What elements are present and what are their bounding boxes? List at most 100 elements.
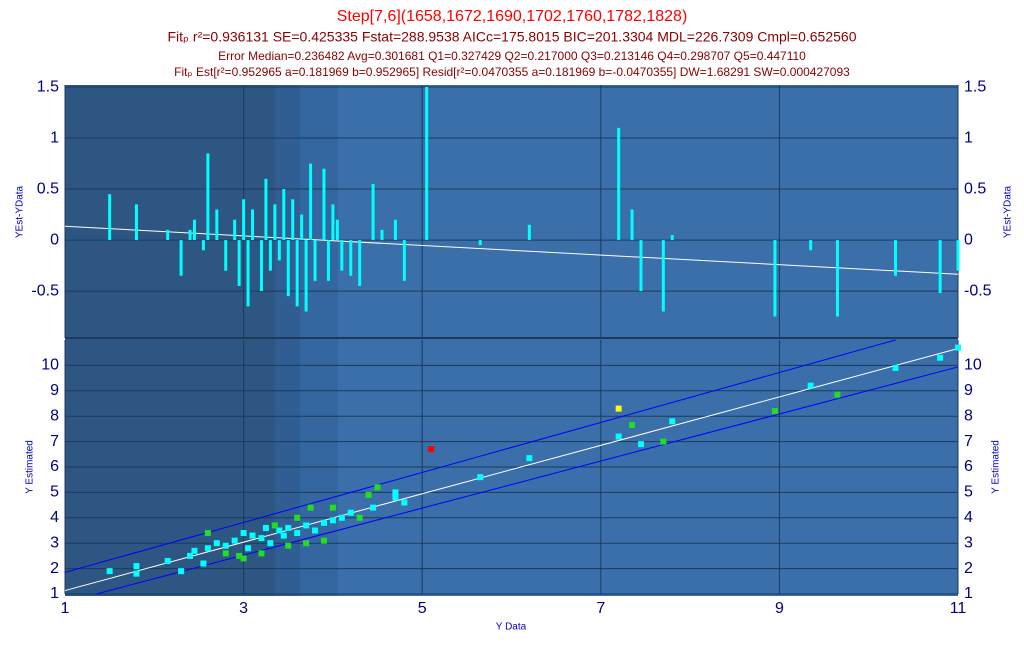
point	[312, 527, 319, 534]
point	[133, 563, 140, 570]
y-tick-label: 4	[50, 509, 59, 526]
residual-bar	[273, 204, 277, 241]
y-tick-label: 2	[50, 560, 59, 577]
y-tick-label: 1.5	[964, 78, 986, 95]
point	[320, 519, 327, 526]
residual-bar	[402, 240, 406, 281]
title: Step[7,6](1658,1672,1690,1702,1760,1782,…	[337, 8, 688, 25]
point	[477, 474, 484, 481]
point	[262, 524, 269, 531]
residual-bar	[956, 240, 960, 271]
residual-bar	[809, 240, 813, 251]
point	[329, 504, 336, 511]
residual-bar	[340, 240, 344, 271]
point	[236, 552, 243, 559]
point	[240, 530, 247, 537]
band	[65, 85, 275, 596]
point	[660, 438, 667, 445]
residual-bar	[630, 209, 634, 241]
y-tick-label: 9	[50, 382, 59, 399]
fit-line	[64, 348, 959, 592]
x-tick-label: 11	[950, 600, 967, 617]
residual-bar	[201, 240, 205, 251]
residual-bar	[358, 240, 362, 286]
point	[955, 344, 961, 351]
point	[629, 422, 636, 429]
point	[204, 545, 211, 552]
residual-bar	[617, 127, 621, 241]
y-axis-label: Y Estimated	[25, 440, 36, 494]
residual-bar	[371, 183, 375, 241]
point	[245, 545, 252, 552]
y-tick-label: 3	[964, 534, 973, 551]
band	[275, 85, 300, 596]
y-tick-label: 9	[964, 382, 973, 399]
residual-bar	[326, 240, 330, 281]
y-tick-label: 7	[50, 433, 59, 450]
point	[392, 489, 399, 496]
residual-bar	[192, 219, 196, 241]
point	[615, 433, 622, 440]
point	[347, 509, 354, 516]
point	[637, 441, 644, 448]
residual-bar	[938, 240, 942, 294]
residual-bar	[206, 153, 210, 241]
y-tick-label: -0.5	[31, 282, 59, 299]
residual-bar	[259, 240, 263, 292]
point	[615, 405, 622, 412]
point	[204, 530, 211, 537]
point	[338, 514, 345, 521]
residual-bar	[166, 229, 170, 241]
residual-bar	[268, 240, 272, 271]
y-tick-label: 6	[964, 458, 973, 475]
y-tick-label: 0.5	[964, 180, 986, 197]
point	[294, 514, 301, 521]
point	[370, 504, 377, 511]
y-tick-label: 4	[964, 509, 973, 526]
point	[285, 542, 292, 549]
fit-line	[64, 339, 896, 573]
y-tick-label: 5	[50, 484, 59, 501]
point	[428, 446, 435, 453]
residual-bar	[335, 219, 339, 241]
point	[303, 522, 310, 529]
residual-bar	[224, 240, 228, 271]
annotation: Error Median=0.236482 Avg=0.301681 Q1=0.…	[218, 49, 806, 63]
point	[200, 560, 207, 567]
annotation: Fitₚ Est[r²=0.952965 a=0.181969 b=0.9529…	[174, 65, 850, 79]
point	[164, 557, 171, 564]
point	[178, 568, 185, 575]
residual-bar	[242, 199, 246, 241]
y-axis-label: YEst-YData	[15, 185, 26, 238]
residual-bar	[349, 240, 353, 276]
residual-bar	[670, 234, 674, 241]
point	[280, 532, 287, 539]
y-tick-label: 1	[964, 585, 973, 602]
point	[307, 504, 314, 511]
y-tick-label: 8	[964, 407, 973, 424]
x-tick-label: 1	[61, 600, 70, 617]
residual-bar	[425, 87, 429, 241]
residual-bar	[251, 209, 255, 241]
residual-bar	[282, 189, 286, 241]
point	[526, 455, 533, 462]
x-tick-label: 3	[239, 600, 248, 617]
residual-bar	[300, 214, 304, 241]
point	[240, 555, 247, 562]
residual-bar	[179, 240, 183, 276]
y-tick-label: 8	[50, 407, 59, 424]
y-tick-label: 10	[41, 357, 59, 374]
y-tick-label: 0	[964, 231, 973, 248]
point	[249, 532, 256, 539]
y-axis-label: YEst-YData	[1003, 185, 1014, 238]
point	[771, 408, 778, 415]
point	[276, 527, 283, 534]
x-tick-label: 9	[775, 600, 784, 617]
residual-bar	[639, 240, 643, 292]
y-tick-label: 2	[964, 560, 973, 577]
point	[937, 354, 944, 361]
y-tick-label: 0	[50, 231, 59, 248]
y-tick-label: 3	[50, 534, 59, 551]
residual-bar	[661, 240, 665, 312]
